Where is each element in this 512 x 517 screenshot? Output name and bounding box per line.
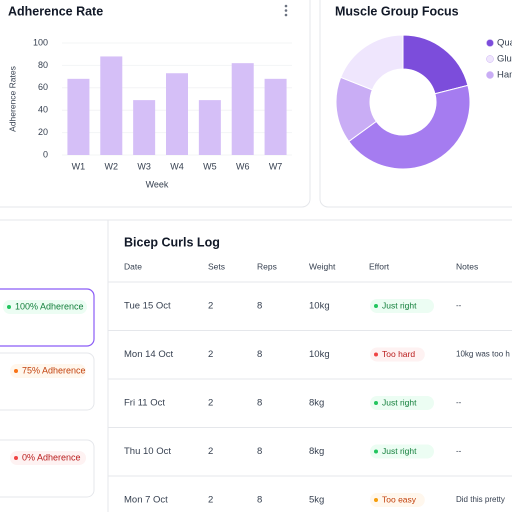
bar[interactable] [100,56,123,155]
note: -- [456,301,462,310]
cell: Fri 11 Oct [124,398,165,409]
badge-dot [374,401,378,405]
cell: 8kg [309,446,324,457]
y-tick-label: 100 [33,37,48,47]
x-tick-label: W7 [269,161,283,171]
x-tick-label: W5 [203,161,217,171]
effort-label: Just right [382,446,417,456]
cell: 10kg [309,301,330,312]
log-title: Bicep Curls Log [124,235,220,249]
badge-label: 0% Adherence [22,452,81,462]
legend-label: Ham [497,70,512,81]
badge-dot [7,305,11,309]
adherence-card[interactable] [0,288,95,347]
y-axis-label: Adherence Rates [7,66,17,132]
badge [10,364,86,378]
cell: Thu 10 Oct [124,446,171,457]
cell: 8kg [309,398,324,409]
note: -- [456,398,462,407]
cell: 8 [257,349,262,360]
cell: 2 [208,301,213,312]
badge-dot [374,352,378,357]
note: -- [456,447,462,456]
effort-label: Just right [382,300,417,310]
cell: 2 [208,398,213,409]
bar[interactable] [67,78,90,155]
legend-label: Glu [497,54,512,65]
x-tick-label: W6 [236,161,250,171]
legend-label: Qua [497,38,512,49]
badge-dot [374,304,378,308]
y-tick-label: 20 [38,127,48,137]
y-tick-label: 0 [43,149,48,159]
cell: 10kg [309,349,330,360]
x-axis-label: Week [146,179,169,189]
menu-button[interactable] [284,4,288,17]
column-header: Weight [309,261,336,271]
cell: Tue 15 Oct [124,301,171,312]
y-tick-label: 60 [38,82,48,92]
y-tick-label: 80 [38,60,48,70]
badge-dot [374,498,378,502]
effort-badge [370,444,434,459]
cell: Mon 7 Oct [124,495,168,506]
cell: 5kg [309,495,324,506]
badge [10,451,86,465]
legend-swatch [486,39,494,47]
chart-title: Muscle Group Focus [335,4,459,18]
cell: Mon 14 Oct [124,349,173,360]
effort-label: Just right [382,397,417,407]
effort-label: Too hard [382,349,415,359]
bar[interactable] [264,78,287,155]
cell: 2 [208,349,213,360]
legend-swatch [486,71,494,79]
effort-badge [370,347,425,362]
x-tick-label: W1 [72,161,86,171]
legend-swatch [486,55,494,63]
y-tick-label: 40 [38,105,48,115]
column-header: Effort [369,261,390,271]
badge-dot [14,369,18,373]
pie-slice[interactable] [348,84,471,170]
cell: 8 [257,446,262,457]
column-header: Notes [456,261,478,271]
bar[interactable] [231,63,254,155]
x-tick-label: W3 [137,161,151,171]
badge [3,300,87,314]
effort-badge [370,493,425,507]
x-tick-label: W4 [170,161,184,171]
badge-dot [374,449,378,454]
adherence-card[interactable] [0,352,95,411]
cell: 8 [257,398,262,409]
cell: 2 [208,495,213,506]
badge-label: 100% Adherence [15,301,84,311]
effort-badge [370,396,434,410]
chart-title: Adherence Rate [8,4,103,18]
column-header: Sets [208,261,225,271]
adherence-card[interactable] [0,439,95,498]
x-tick-label: W2 [105,161,119,171]
bar[interactable] [166,73,188,155]
badge-dot [14,456,18,460]
bar[interactable] [198,100,221,155]
column-header: Date [124,261,142,271]
bar[interactable] [133,100,156,155]
cell: 2 [208,446,213,457]
effort-label: Too easy [382,494,417,504]
pie-slice[interactable] [340,34,404,91]
cell: 8 [257,495,262,506]
badge-label: 75% Adherence [22,365,86,375]
column-header: Reps [257,261,277,271]
cell: 8 [257,301,262,312]
effort-badge [370,299,434,313]
note: Did this pretty [456,495,505,504]
note: 10kg was too h [456,350,510,359]
